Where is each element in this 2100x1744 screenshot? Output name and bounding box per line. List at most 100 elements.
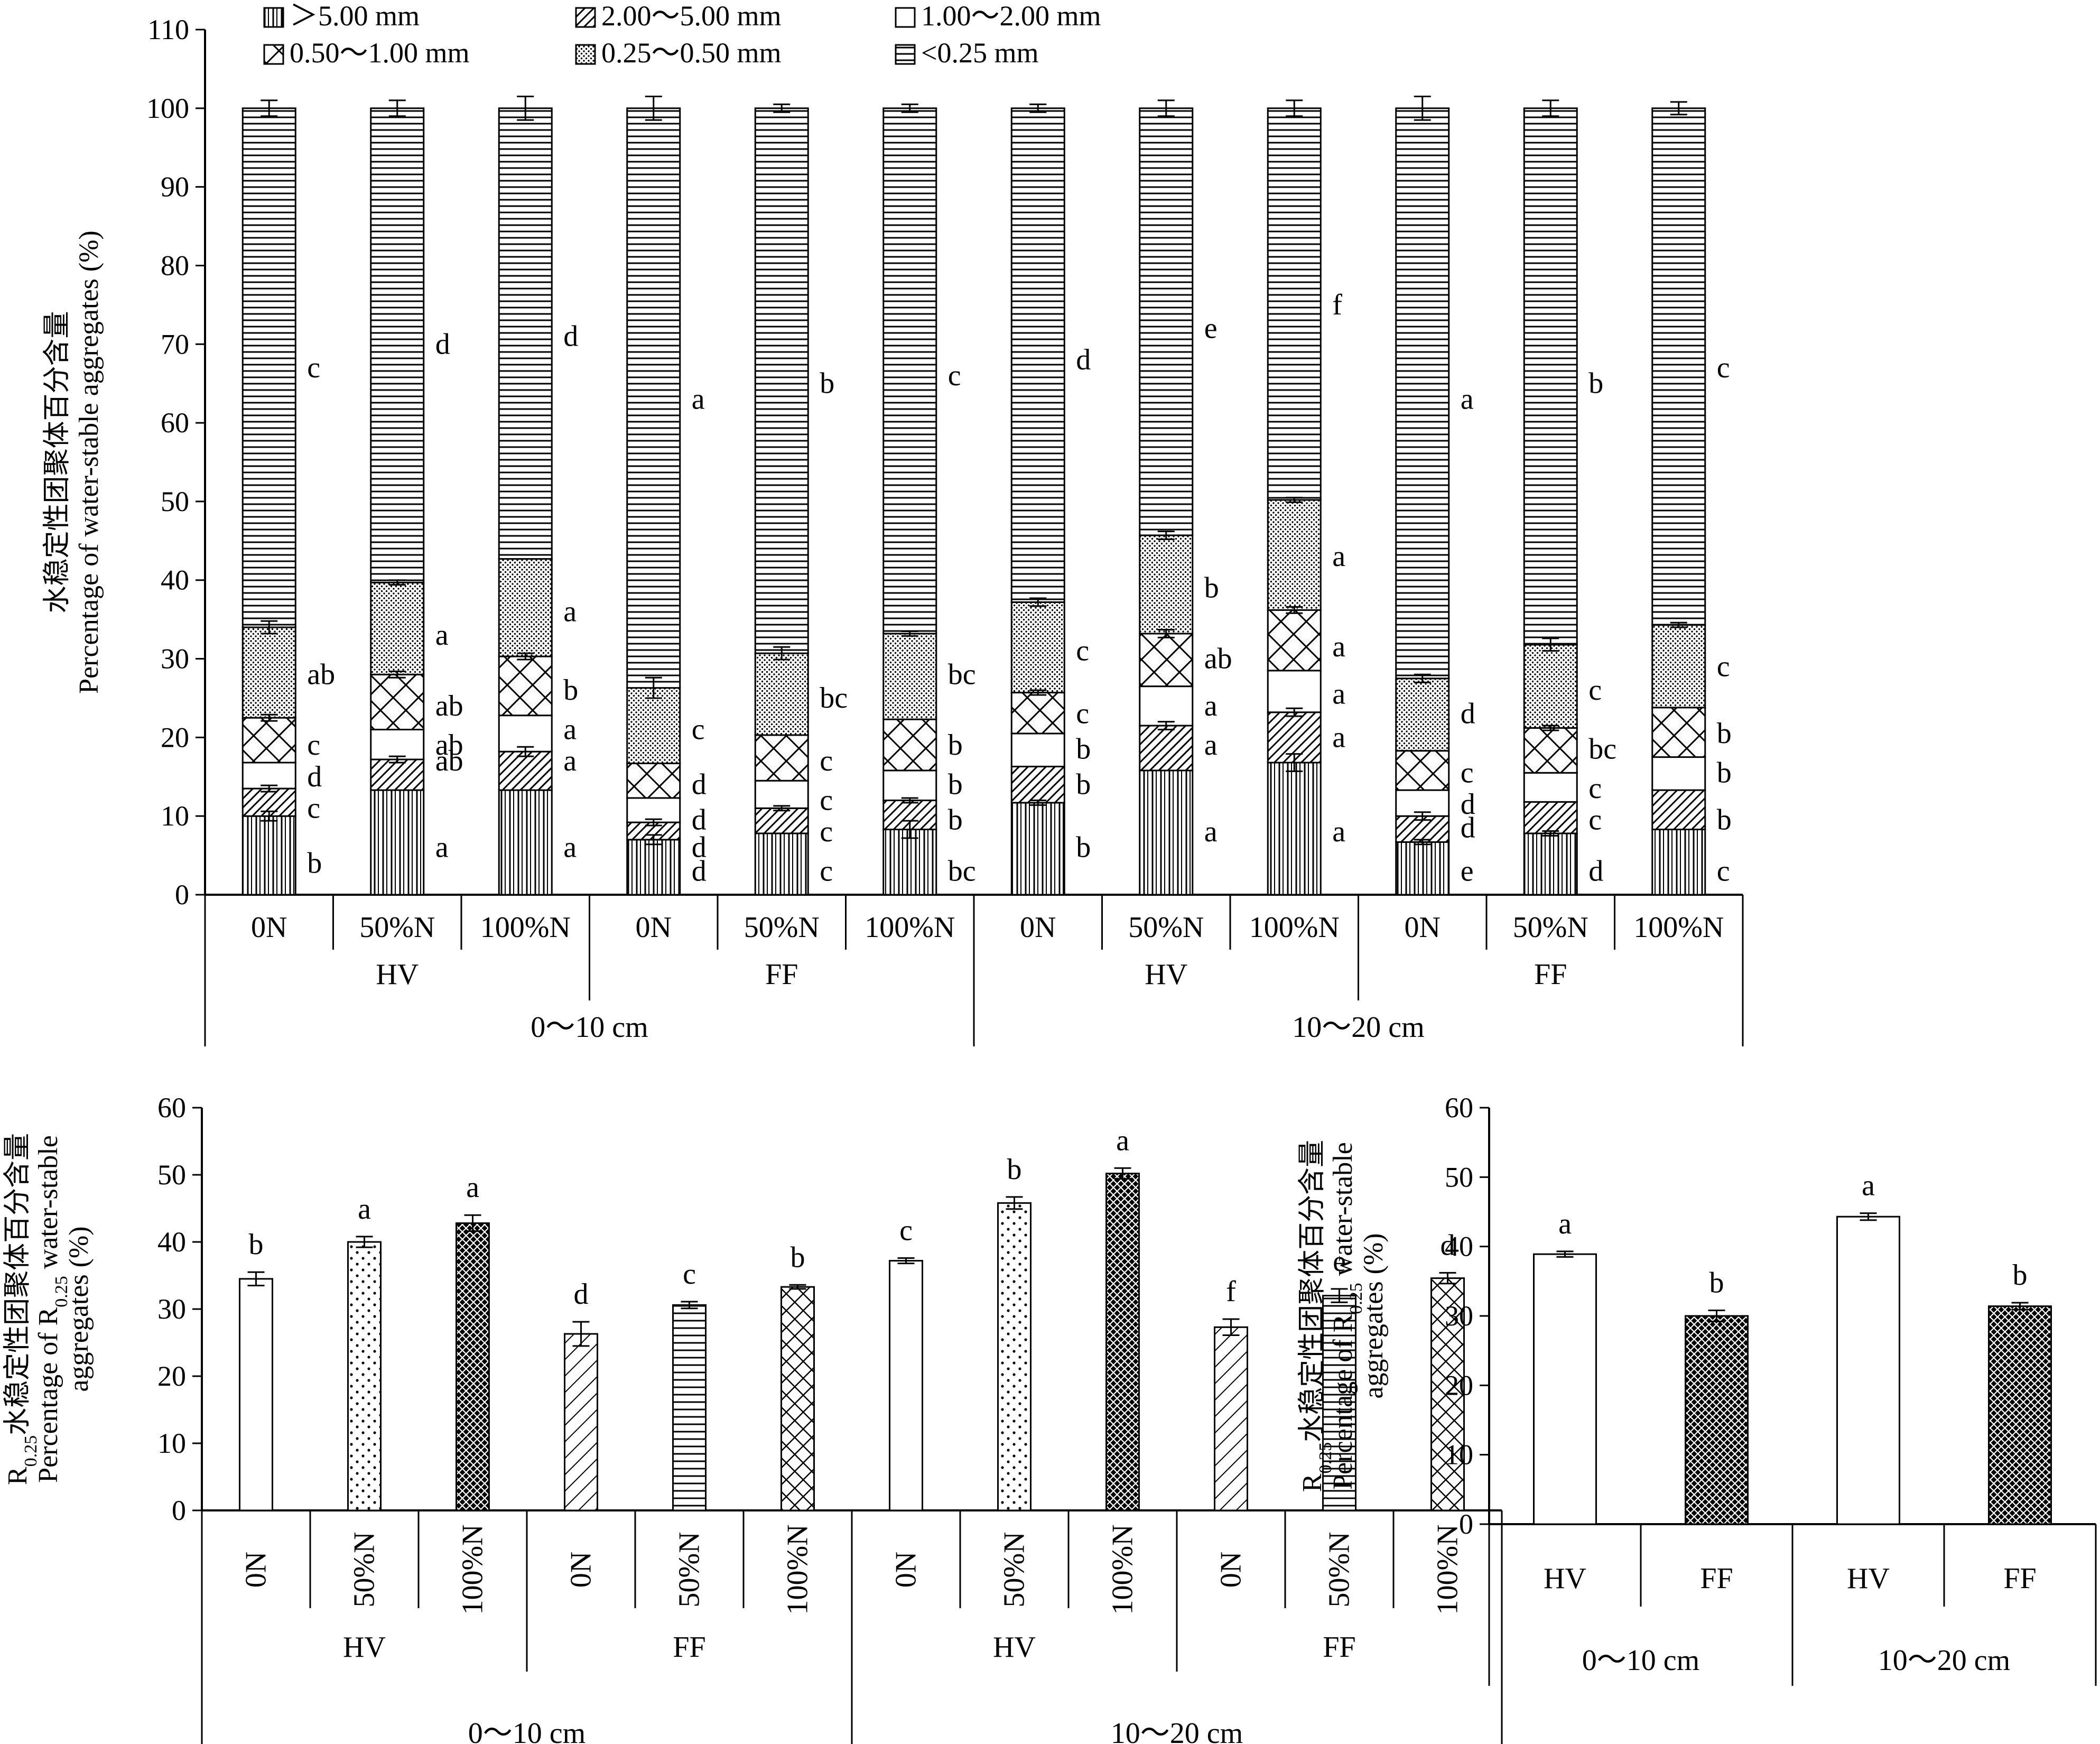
significance-letter: d [692, 804, 707, 837]
legend-swatch-gt5 [263, 7, 284, 28]
bar [1533, 1253, 1597, 1525]
x-treatment-label: 100%N [865, 911, 955, 944]
significance-letter: a [466, 1171, 479, 1204]
significance-letter: e [1333, 1245, 1346, 1278]
significance-letter: b [249, 1228, 264, 1261]
significance-letter: ab [1204, 643, 1232, 675]
legend-label-lt025: <0.25 mm [921, 37, 1038, 69]
bar-segment-lt025 [754, 107, 809, 654]
y-tick-label: 0 [172, 1495, 186, 1526]
bar [1988, 1305, 2052, 1525]
legend-swatch-p025_05 [575, 44, 596, 65]
significance-letter: b [1076, 831, 1091, 864]
significance-letter: a [1332, 721, 1345, 754]
bar-segment-p05_1 [241, 717, 296, 764]
significance-letter: c [307, 351, 320, 384]
bar-segment-p025_05 [1523, 644, 1578, 729]
x-system-label: FF [673, 1631, 705, 1664]
significance-letter: d [1461, 788, 1475, 821]
y-tick-label: 20 [1445, 1369, 1473, 1401]
significance-letter: a [1332, 815, 1345, 848]
y-tick-label: 50 [1445, 1161, 1473, 1193]
x-depth-label: 10～20 cm [1292, 1011, 1424, 1044]
x-treatment-label: 100%N [457, 1524, 489, 1615]
bar-segment-lt025 [1523, 107, 1578, 646]
significance-letter: a [435, 831, 449, 864]
bar-segment-p2_5 [1523, 801, 1578, 834]
y-axis-title-line: aggregates (%) [64, 1226, 94, 1392]
bar-segment-p1_2 [754, 780, 809, 809]
significance-letter: d [692, 831, 707, 864]
y-tick-label: 40 [1445, 1231, 1473, 1263]
significance-letter: b [1717, 756, 1732, 789]
legend-swatch-p2_5 [575, 7, 596, 28]
x-treatment-label: 50%N [1128, 911, 1204, 944]
y-tick-label: 40 [161, 564, 189, 596]
significance-letter: c [820, 745, 833, 777]
significance-letter: bc [948, 855, 976, 887]
significance-letter: bc [948, 658, 976, 691]
bar-segment-gt5 [1395, 841, 1450, 896]
bar-segment-p1_2 [1267, 670, 1322, 713]
significance-letter: b [1076, 733, 1091, 766]
x-treatment-label: 100%N [1633, 911, 1724, 944]
x-treatment-label: 0N [565, 1552, 598, 1588]
x-system-label: FF [1534, 958, 1567, 991]
significance-letter: a [1332, 630, 1345, 663]
legend-label-p1_2: 1.00～2.00 mm [921, 0, 1101, 32]
significance-letter: a [1116, 1124, 1129, 1157]
significance-letter: c [1588, 804, 1602, 837]
bar-segment-p05_1 [498, 655, 553, 717]
y-axis-title-line: aggregates (%) [1359, 1233, 1389, 1398]
significance-letter: b [1709, 1266, 1724, 1299]
significance-letter: d [1461, 698, 1475, 730]
y-tick-label: 50 [157, 1159, 186, 1191]
significance-letter: d [1461, 812, 1475, 845]
bar-segment-gt5 [882, 828, 937, 896]
significance-letter: c [1076, 698, 1089, 730]
bar [1430, 1277, 1465, 1511]
significance-letter: a [1461, 383, 1474, 415]
x-treatment-label: 50%N [1323, 1532, 1356, 1607]
y-tick-label: 10 [161, 800, 189, 832]
bar-segment-p05_1 [1267, 609, 1322, 672]
significance-letter: c [307, 792, 320, 824]
y-tick-label: 70 [161, 328, 189, 360]
significance-letter: b [948, 768, 963, 801]
x-depth-label: 0～10 cm [1582, 1644, 1699, 1677]
y-tick-label: 30 [157, 1293, 186, 1325]
y-axis-title-en: Percentage of water-stable aggregates (%… [74, 230, 104, 694]
significance-letter: a [563, 831, 577, 864]
significance-letter: c [1076, 635, 1089, 667]
significance-letter: ab [435, 690, 463, 722]
y-axis: 0 10 20 30 40 50 60 70 80 90 100 110 水稳定性团聚体百分含量 Perc… [42, 14, 1743, 911]
bar-segment-p2_5 [1651, 789, 1706, 830]
y-tick-label: 60 [157, 1092, 186, 1124]
significance-letter: c [683, 1258, 696, 1291]
x-treatment-label: 0N [1405, 911, 1441, 944]
y-axis-title-cn: 水稳定性团聚体百分含量 [42, 311, 72, 613]
bar [347, 1241, 382, 1511]
bar-segment-p05_1 [754, 734, 809, 782]
x-depth-label: 0～10 cm [468, 1717, 586, 1744]
legend-label-p05_1: 0.50～1.00 mm [290, 37, 470, 69]
y-tick-label: 30 [1445, 1300, 1473, 1332]
significance-letter: d [435, 328, 450, 360]
x-system-label: HV [1544, 1562, 1586, 1595]
bar-segment-p05_1 [1395, 750, 1450, 791]
x-treatment-label: 50%N [359, 911, 435, 944]
x-depth-label: 0～10 cm [531, 1011, 648, 1044]
bar [1836, 1216, 1900, 1525]
bar-segment-p025_05 [370, 581, 425, 675]
significance-letter: f [1332, 289, 1342, 321]
bar-segment-p05_1 [1139, 633, 1194, 688]
x-system-label: FF [2003, 1562, 2036, 1595]
bar-segment-p025_05 [1395, 678, 1450, 752]
bar-segment-p025_05 [882, 633, 937, 720]
bar [672, 1304, 707, 1511]
y-tick-label: 0 [175, 879, 189, 911]
significance-letter: b [1076, 768, 1091, 801]
bar [780, 1286, 815, 1511]
bar-segment-p1_2 [1010, 732, 1065, 767]
